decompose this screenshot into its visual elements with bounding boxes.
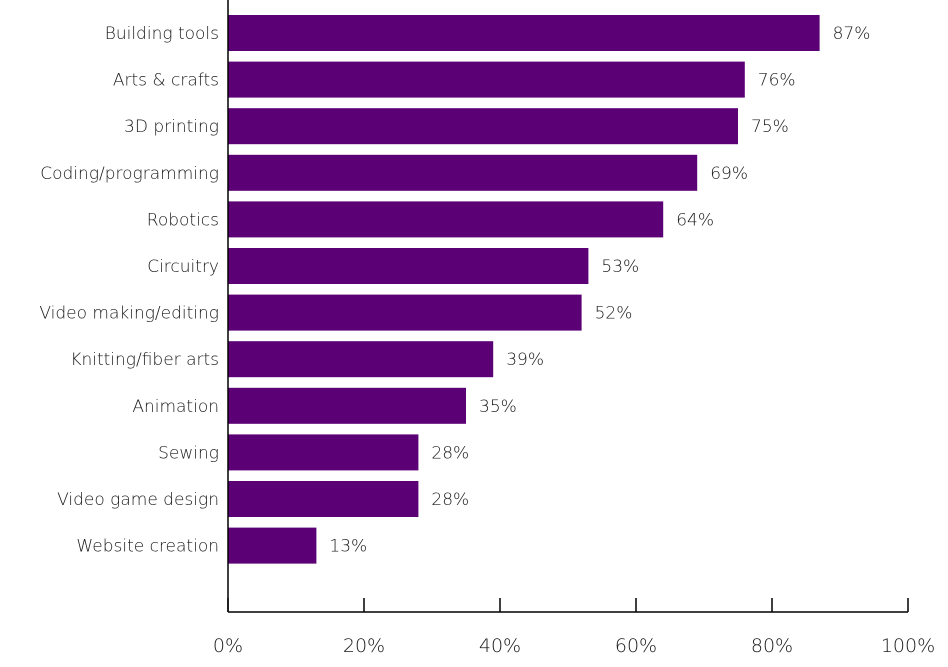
bar xyxy=(228,527,317,564)
category-labels: Building tools Arts & crafts 3D printing Co… xyxy=(39,24,219,557)
value-labels: 87% 76% 75% 69% 64% 53% 52% 39% 35% 28% 28% 13% xyxy=(329,24,870,557)
x-axis-ticks: 0% 20% 40% 60% 80% 100% xyxy=(213,598,935,657)
x-tick-label: 60% xyxy=(615,635,657,657)
value-label: 39% xyxy=(506,350,544,370)
category-label: 3D printing xyxy=(124,117,219,137)
value-label: 87% xyxy=(833,24,871,44)
x-tick-label: 80% xyxy=(751,635,793,657)
bar xyxy=(228,387,466,424)
bar xyxy=(228,434,419,471)
category-label: Animation xyxy=(132,397,219,417)
value-label: 35% xyxy=(479,397,517,417)
category-label: Building tools xyxy=(105,24,219,44)
bar xyxy=(228,61,745,98)
category-label: Website creation xyxy=(76,537,219,557)
value-label: 13% xyxy=(329,537,367,557)
bar xyxy=(228,481,419,517)
category-label: Robotics xyxy=(147,210,219,230)
value-label: 28% xyxy=(431,490,469,510)
bar xyxy=(228,201,664,238)
category-label: Arts & crafts xyxy=(113,71,219,91)
category-label: Video game design xyxy=(57,490,219,510)
bar xyxy=(228,108,738,145)
bar xyxy=(228,154,698,191)
value-label: 69% xyxy=(710,164,748,184)
category-label: Coding/programming xyxy=(40,164,219,184)
bar xyxy=(228,248,589,284)
x-tick-label: 20% xyxy=(343,635,385,657)
value-label: 28% xyxy=(431,443,469,463)
bar xyxy=(228,341,494,378)
category-label: Knitting/fiber arts xyxy=(70,350,219,370)
x-tick-label: 40% xyxy=(479,635,521,657)
x-tick-label: 0% xyxy=(213,635,243,657)
value-label: 64% xyxy=(676,210,714,230)
category-label: Sewing xyxy=(158,443,219,463)
value-label: 53% xyxy=(601,257,639,277)
bars-layer xyxy=(228,15,820,564)
value-label: 76% xyxy=(758,71,796,91)
x-tick-label: 100% xyxy=(881,635,935,657)
value-label: 52% xyxy=(595,304,633,324)
bar xyxy=(228,15,820,51)
value-label: 75% xyxy=(751,117,789,137)
category-label: Circuitry xyxy=(147,257,219,277)
bar xyxy=(228,294,582,331)
category-label: Video making/editing xyxy=(39,304,219,324)
